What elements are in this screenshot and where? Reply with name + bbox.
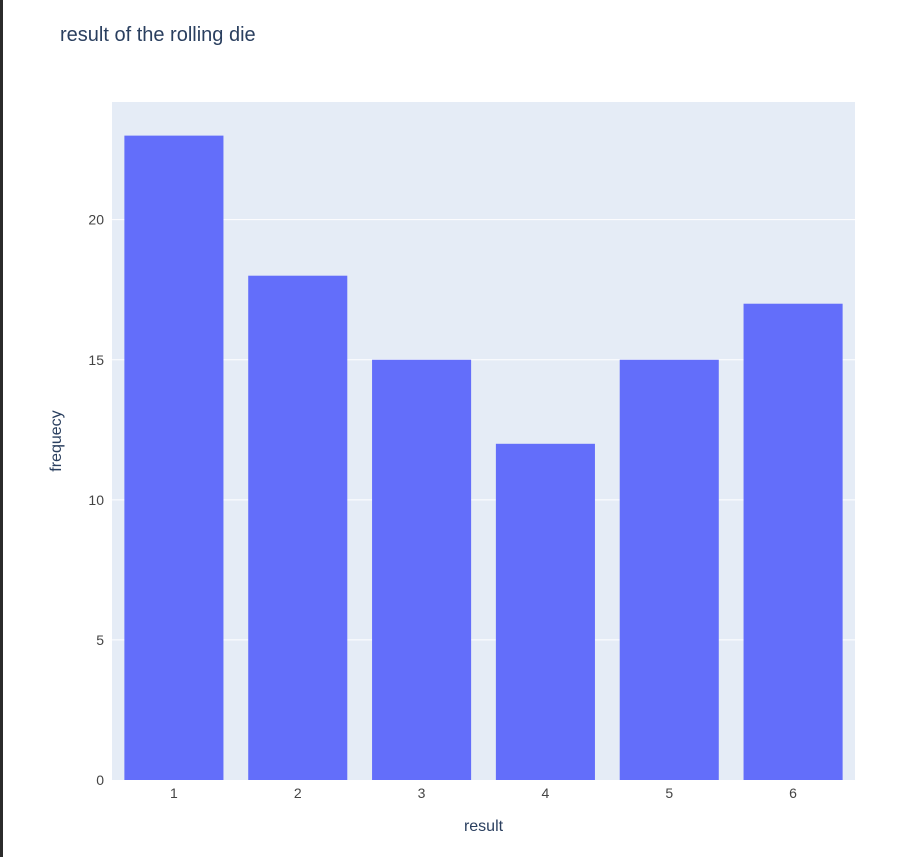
bar-2[interactable]	[248, 275, 348, 780]
bars	[124, 135, 843, 781]
y-tick-label: 0	[96, 772, 104, 788]
x-tick-label: 6	[789, 785, 797, 801]
window-edge	[0, 0, 3, 857]
gridlines	[112, 219, 855, 641]
bar-5[interactable]	[619, 359, 719, 780]
chart-title: result of the rolling die	[60, 24, 256, 46]
plot-area[interactable]	[112, 102, 855, 780]
x-tick-label: 4	[542, 785, 550, 801]
bar-3[interactable]	[372, 359, 472, 780]
x-tick-label: 5	[665, 785, 673, 801]
x-tick-label: 1	[170, 785, 178, 801]
x-tick-label: 2	[294, 785, 302, 801]
x-axis-ticks: 1 2 3 4 5 6	[170, 785, 797, 801]
y-tick-label: 10	[88, 492, 104, 508]
y-tick-label: 20	[88, 212, 104, 228]
y-axis-label: frequecy	[48, 410, 65, 471]
x-axis-label: result	[464, 818, 504, 835]
x-tick-label: 3	[418, 785, 426, 801]
bar-6[interactable]	[743, 303, 843, 780]
y-tick-label: 5	[96, 632, 104, 648]
bar-4[interactable]	[495, 443, 595, 780]
y-tick-label: 15	[88, 352, 104, 368]
y-axis-ticks: 0 5 10 15 20	[88, 212, 104, 788]
bar-1[interactable]	[124, 135, 224, 781]
